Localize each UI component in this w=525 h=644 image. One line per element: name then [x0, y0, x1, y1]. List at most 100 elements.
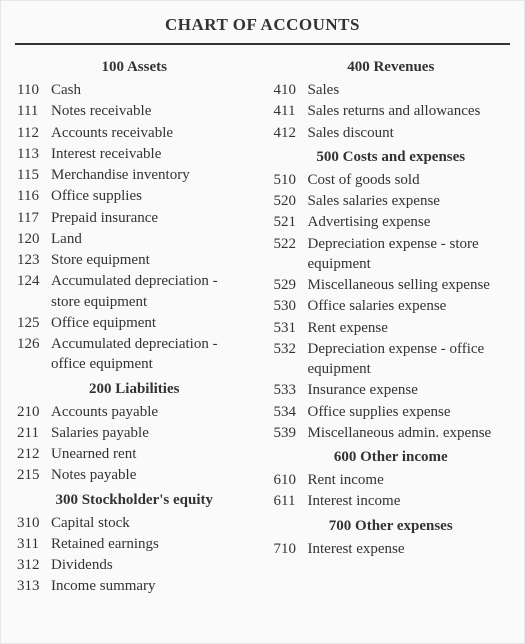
account-code: 126	[15, 334, 51, 354]
account-code: 520	[272, 191, 308, 211]
account-label: Notes payable	[51, 465, 254, 485]
account-row: 124Accumulated depreciation - store equi…	[15, 271, 254, 312]
account-label: Accounts payable	[51, 402, 254, 422]
account-label: Miscellaneous selling expense	[308, 275, 511, 295]
account-code: 123	[15, 250, 51, 270]
section-header: 100 Assets	[15, 59, 254, 76]
account-row: 215Notes payable	[15, 465, 254, 485]
account-label: Salaries payable	[51, 423, 254, 443]
account-label: Office salaries expense	[308, 296, 511, 316]
account-label: Unearned rent	[51, 444, 254, 464]
account-label: Interest income	[308, 491, 511, 511]
account-code: 534	[272, 402, 308, 422]
section-header: 400 Revenues	[272, 59, 511, 76]
account-label: Miscellaneous admin. expense	[308, 423, 511, 443]
account-row: 710Interest expense	[272, 539, 511, 559]
account-row: 126Accumulated depreciation - office equ…	[15, 334, 254, 375]
account-row: 117Prepaid insurance	[15, 208, 254, 228]
account-row: 530Office salaries expense	[272, 296, 511, 316]
account-code: 313	[15, 576, 51, 596]
account-label: Interest expense	[308, 539, 511, 559]
account-code: 710	[272, 539, 308, 559]
account-row: 110Cash	[15, 80, 254, 100]
account-row: 112Accounts receivable	[15, 123, 254, 143]
account-label: Sales discount	[308, 123, 511, 143]
account-row: 113Interest receivable	[15, 144, 254, 164]
account-label: Notes receivable	[51, 101, 254, 121]
account-code: 510	[272, 170, 308, 190]
account-row: 111Notes receivable	[15, 101, 254, 121]
account-row: 534Office supplies expense	[272, 402, 511, 422]
account-row: 310Capital stock	[15, 513, 254, 533]
account-label: Capital stock	[51, 513, 254, 533]
chart-of-accounts-page: CHART OF ACCOUNTS 100 Assets110Cash111No…	[0, 0, 525, 644]
account-row: 610Rent income	[272, 470, 511, 490]
account-code: 532	[272, 339, 308, 359]
account-row: 522Depreciation expense - store equipmen…	[272, 234, 511, 275]
account-row: 123Store equipment	[15, 250, 254, 270]
account-code: 312	[15, 555, 51, 575]
account-label: Merchandise inventory	[51, 165, 254, 185]
account-code: 610	[272, 470, 308, 490]
account-row: 313Income summary	[15, 576, 254, 596]
account-label: Store equipment	[51, 250, 254, 270]
account-code: 539	[272, 423, 308, 443]
section-header: 300 Stockholder's equity	[15, 492, 254, 509]
account-label: Accounts receivable	[51, 123, 254, 143]
account-code: 531	[272, 318, 308, 338]
account-label: Interest receivable	[51, 144, 254, 164]
account-code: 116	[15, 186, 51, 206]
section-header: 600 Other income	[272, 449, 511, 466]
account-label: Land	[51, 229, 254, 249]
account-label: Income summary	[51, 576, 254, 596]
account-code: 533	[272, 380, 308, 400]
account-row: 510Cost of goods sold	[272, 170, 511, 190]
account-label: Advertising expense	[308, 212, 511, 232]
account-code: 112	[15, 123, 51, 143]
section-header: 200 Liabilities	[15, 381, 254, 398]
title-rule	[15, 43, 510, 45]
account-label: Office supplies expense	[308, 402, 511, 422]
account-row: 611Interest income	[272, 491, 511, 511]
account-label: Rent expense	[308, 318, 511, 338]
account-label: Office equipment	[51, 313, 254, 333]
account-row: 116Office supplies	[15, 186, 254, 206]
account-label: Retained earnings	[51, 534, 254, 554]
account-code: 611	[272, 491, 308, 511]
account-row: 410Sales	[272, 80, 511, 100]
account-row: 311Retained earnings	[15, 534, 254, 554]
account-code: 410	[272, 80, 308, 100]
section-header: 500 Costs and expenses	[272, 149, 511, 166]
account-label: Depreciation expense - store equipment	[308, 234, 511, 275]
account-code: 117	[15, 208, 51, 228]
account-code: 411	[272, 101, 308, 121]
page-title: CHART OF ACCOUNTS	[15, 15, 510, 43]
account-code: 111	[15, 101, 51, 121]
account-row: 412Sales discount	[272, 123, 511, 143]
account-row: 411Sales returns and allowances	[272, 101, 511, 121]
account-code: 125	[15, 313, 51, 333]
account-label: Accumulated depreciation - store equipme…	[51, 271, 254, 312]
section-header: 700 Other expenses	[272, 518, 511, 535]
account-row: 211Salaries payable	[15, 423, 254, 443]
account-code: 210	[15, 402, 51, 422]
account-row: 115Merchandise inventory	[15, 165, 254, 185]
account-row: 520Sales salaries expense	[272, 191, 511, 211]
account-code: 311	[15, 534, 51, 554]
account-label: Depreciation expense - office equipment	[308, 339, 511, 380]
account-label: Cash	[51, 80, 254, 100]
column-left: 100 Assets110Cash111Notes receivable112A…	[15, 53, 254, 598]
account-row: 533Insurance expense	[272, 380, 511, 400]
account-code: 120	[15, 229, 51, 249]
account-row: 531Rent expense	[272, 318, 511, 338]
account-label: Sales returns and allowances	[308, 101, 511, 121]
account-row: 212Unearned rent	[15, 444, 254, 464]
account-row: 125Office equipment	[15, 313, 254, 333]
account-label: Rent income	[308, 470, 511, 490]
account-label: Insurance expense	[308, 380, 511, 400]
account-label: Prepaid insurance	[51, 208, 254, 228]
account-label: Accumulated depreciation - office equipm…	[51, 334, 254, 375]
account-code: 310	[15, 513, 51, 533]
account-code: 522	[272, 234, 308, 254]
account-row: 532Depreciation expense - office equipme…	[272, 339, 511, 380]
